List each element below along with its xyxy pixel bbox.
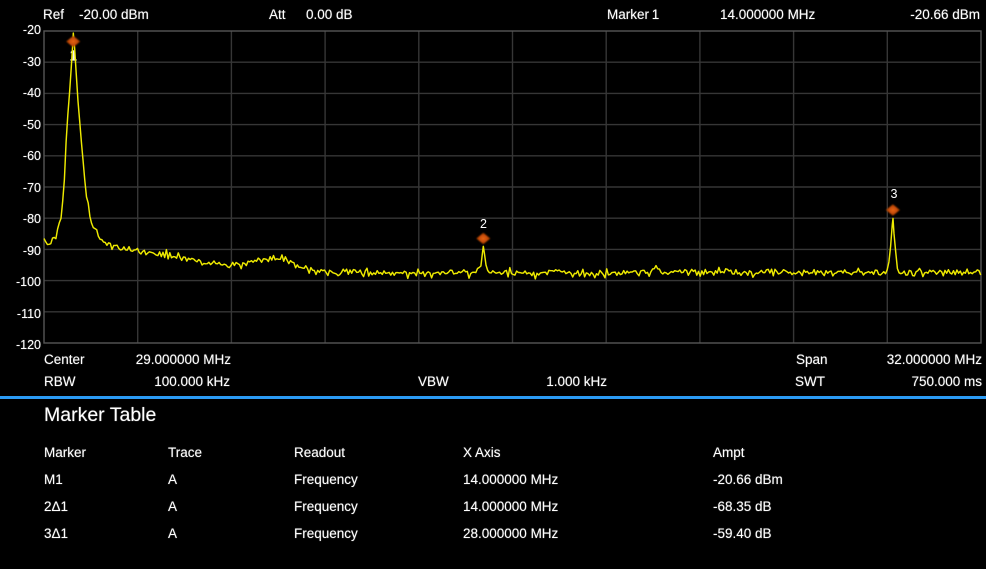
svg-text:3: 3: [891, 187, 898, 201]
svg-text:2: 2: [480, 217, 487, 231]
